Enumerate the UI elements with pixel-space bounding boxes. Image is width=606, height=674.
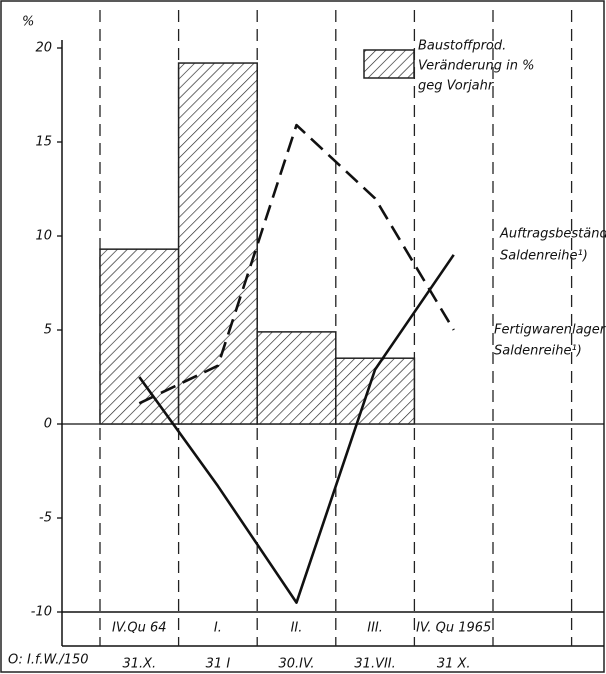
y-tick-label: 15 [35, 135, 52, 150]
legend-label: Baustoffprod. [418, 39, 506, 54]
y-tick-label: 0 [44, 417, 52, 432]
x-date-label: 31.X. [122, 657, 156, 672]
y-tick-label: -5 [39, 511, 52, 526]
legend-label: Auftragsbestände [499, 227, 606, 242]
y-tick-label: 10 [35, 229, 52, 244]
legend-label: Saldenreihe¹) [500, 249, 588, 264]
bar [177, 62, 258, 425]
legend-label: Saldenreihe¹) [494, 344, 582, 359]
x-date-label: 31.VII. [354, 657, 395, 672]
bar [256, 331, 337, 425]
source: O: I.f.W./150 [8, 653, 89, 668]
legend-swatch [363, 49, 415, 79]
legend-label: Fertigwarenlager [494, 323, 606, 338]
line-series [138, 123, 455, 405]
x-date-label: 31 I [206, 657, 231, 672]
x-date-label: 30.IV. [278, 657, 314, 672]
line-series [138, 254, 455, 604]
x-tick-label: I. [214, 621, 222, 636]
x-tick-label: IV.Qu 64 [112, 621, 167, 636]
bar [99, 248, 180, 425]
y-unit: % [22, 15, 34, 30]
y-tick-label: -10 [31, 605, 52, 620]
x-date-label: 31 X. [437, 657, 471, 672]
y-tick-label: 20 [35, 41, 52, 56]
x-tick-label: IV. Qu 1965 [416, 621, 491, 636]
legend-label: geg Vorjahr [418, 79, 495, 94]
legend-label: Veränderung in % [418, 59, 534, 74]
x-tick-label: II. [291, 621, 303, 636]
x-tick-label: III. [367, 621, 383, 636]
y-tick-label: 5 [44, 323, 52, 338]
